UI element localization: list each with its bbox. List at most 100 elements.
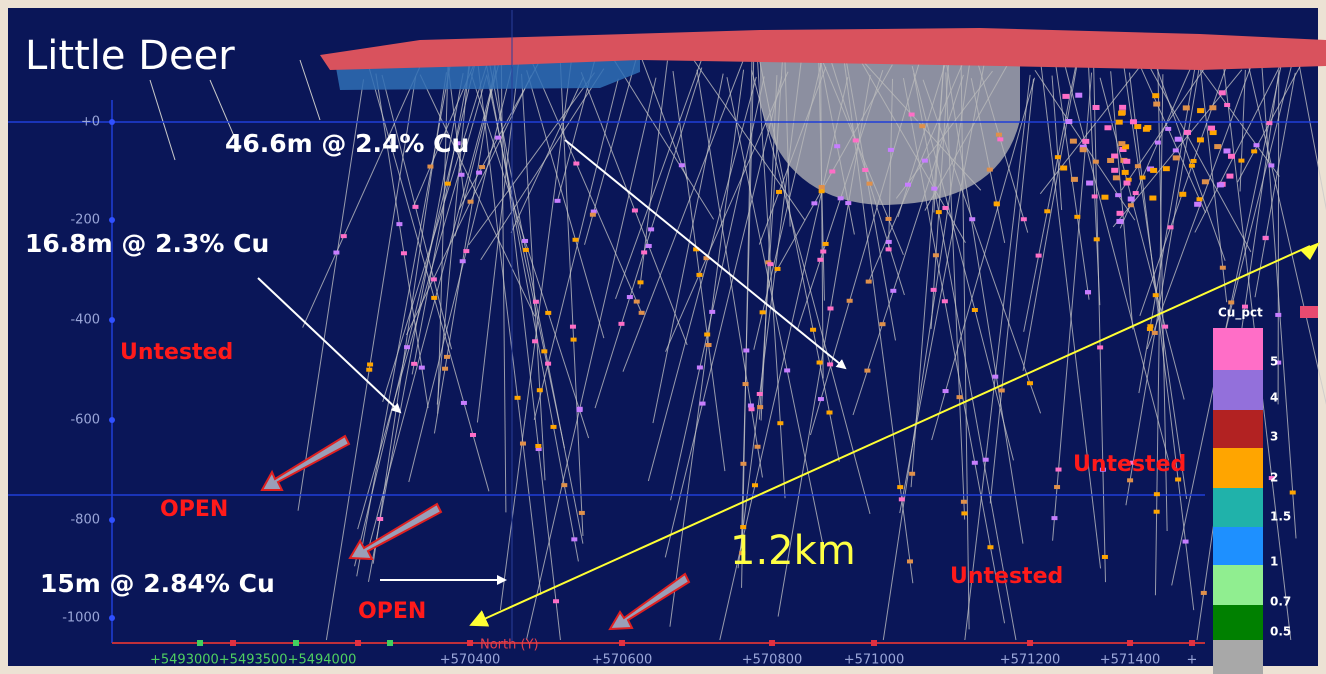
assay-point xyxy=(906,559,913,564)
assay-point xyxy=(864,368,871,373)
assay-point xyxy=(1134,164,1141,169)
assay-point xyxy=(333,250,340,255)
assay-point xyxy=(1209,130,1217,136)
assay-point xyxy=(846,298,853,303)
assay-point xyxy=(1069,138,1077,144)
assay-point xyxy=(1182,539,1189,544)
assay-point xyxy=(1268,163,1275,168)
label-untested: Untested xyxy=(950,564,1063,589)
assay-point xyxy=(1194,201,1202,207)
assay-point xyxy=(709,309,716,314)
assay-point xyxy=(495,135,502,140)
assay-point xyxy=(1091,194,1098,199)
assay-point xyxy=(941,299,948,304)
assay-point xyxy=(845,201,852,206)
assay-point xyxy=(459,259,466,264)
assay-point xyxy=(908,112,915,117)
assay-point xyxy=(444,181,451,186)
assay-point xyxy=(1044,209,1051,214)
assay-point xyxy=(956,395,963,400)
assay-point xyxy=(573,161,580,166)
assay-point xyxy=(887,147,894,152)
assay-point xyxy=(852,138,859,143)
assay-point xyxy=(1146,327,1153,332)
tick-dot xyxy=(387,640,393,646)
assay-point xyxy=(1127,203,1134,208)
assay-point xyxy=(561,483,568,488)
assay-point xyxy=(748,407,755,412)
assay-point xyxy=(1174,136,1182,142)
annotation: 16.8m @ 2.3% Cu xyxy=(25,229,269,258)
assay-point xyxy=(1149,195,1157,201)
tick-dot xyxy=(109,517,115,523)
assay-point xyxy=(1115,119,1123,125)
close-icon[interactable] xyxy=(1300,306,1318,318)
drillhole xyxy=(325,76,417,641)
assay-point xyxy=(1134,124,1142,130)
assay-point xyxy=(467,199,474,204)
assay-point xyxy=(705,342,712,347)
assay-point xyxy=(1101,554,1108,559)
assay-point xyxy=(458,172,465,177)
assay-point xyxy=(865,279,872,284)
drillhole xyxy=(209,79,241,151)
drillhole xyxy=(1171,52,1285,586)
drillhole xyxy=(525,77,657,641)
legend-swatch xyxy=(1213,640,1263,674)
assay-point xyxy=(1153,101,1161,107)
legend-label: 1.5 xyxy=(1270,510,1291,524)
assay-point xyxy=(479,165,486,170)
assay-point xyxy=(740,461,747,466)
assay-point xyxy=(818,184,825,189)
drillhole xyxy=(1063,63,1170,461)
assay-point xyxy=(1228,300,1235,305)
assay-point xyxy=(862,167,869,172)
assay-point xyxy=(645,243,652,248)
assay-point xyxy=(545,361,552,366)
drillhole xyxy=(382,56,490,403)
assay-point xyxy=(960,499,967,504)
depth-label: -600 xyxy=(70,413,100,428)
assay-point xyxy=(1119,147,1127,153)
depth-label: +0 xyxy=(81,115,100,130)
assay-point xyxy=(411,361,418,366)
assay-point xyxy=(1082,138,1090,144)
assay-point xyxy=(431,295,438,300)
assay-point xyxy=(576,408,583,413)
drillhole xyxy=(652,73,724,424)
assay-point xyxy=(1216,182,1224,188)
assay-point xyxy=(898,497,905,502)
drillhole xyxy=(1194,58,1285,233)
drillhole xyxy=(470,71,590,439)
assay-point xyxy=(1196,197,1203,202)
assay-point xyxy=(776,189,783,194)
assay-point xyxy=(1116,210,1124,216)
assay-point xyxy=(1079,144,1087,150)
assay-point xyxy=(921,158,928,163)
assay-point xyxy=(879,322,886,327)
legend: Cu_pct 5 4 3 2 1.5 1 0.7 0.5 xyxy=(1213,306,1318,674)
tick-dot xyxy=(109,119,115,125)
assay-point xyxy=(1268,476,1275,481)
drillhole xyxy=(367,73,464,582)
drillhole xyxy=(1151,55,1226,261)
assay-point xyxy=(1127,478,1134,483)
drillhole xyxy=(468,72,595,246)
drillhole xyxy=(1128,72,1195,611)
assay-point xyxy=(366,367,373,372)
assay-point xyxy=(532,339,539,344)
drillhole xyxy=(1157,58,1168,532)
assay-point xyxy=(818,189,825,194)
assay-point xyxy=(1112,175,1120,181)
drillhole xyxy=(594,67,703,409)
assay-point xyxy=(532,299,539,304)
assay-point xyxy=(589,212,596,217)
drillhole xyxy=(741,59,753,588)
assay-point xyxy=(536,388,543,393)
assay-point xyxy=(460,400,467,405)
assay-point xyxy=(998,388,1005,393)
drillhole xyxy=(1038,50,1102,569)
assay-point xyxy=(1130,460,1137,465)
assay-point xyxy=(827,362,834,367)
assay-point xyxy=(890,288,897,293)
